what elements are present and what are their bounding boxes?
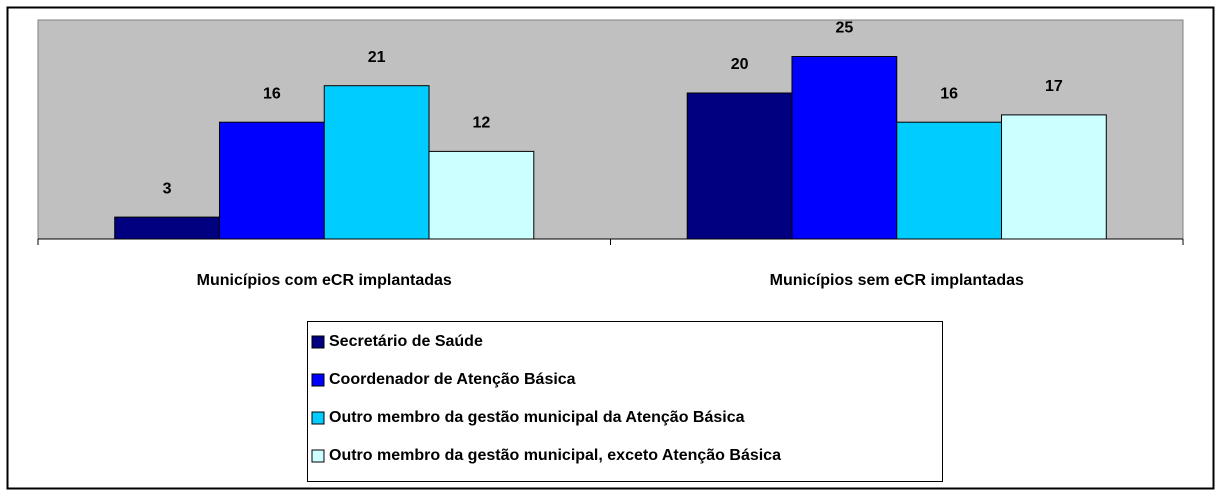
legend-label: Outro membro da gestão municipal da Aten… — [329, 409, 745, 426]
bar — [686, 92, 793, 240]
bar — [114, 216, 220, 240]
x-tick-label: Municípios com eCR implantadas — [197, 272, 452, 289]
legend-label: Outro membro da gestão municipal, exceto… — [329, 447, 781, 464]
legend-swatch — [311, 373, 325, 387]
data-label: 16 — [263, 85, 281, 102]
legend-swatch — [311, 449, 325, 463]
data-label: 20 — [731, 56, 749, 73]
data-label: 17 — [1045, 78, 1063, 95]
legend-label: Coordenador de Atenção Básica — [329, 371, 576, 388]
bar — [428, 150, 535, 240]
x-tick-label: Municípios sem eCR implantadas — [770, 272, 1024, 289]
bar — [218, 121, 325, 240]
data-label: 12 — [473, 115, 491, 132]
bar — [1001, 114, 1107, 240]
legend-box — [307, 321, 943, 482]
legend-label: Secretário de Saúde — [329, 333, 483, 350]
bar — [896, 121, 1003, 240]
data-label: 3 — [163, 180, 172, 197]
legend-swatch — [311, 335, 325, 349]
legend-swatch — [311, 411, 325, 425]
data-label: 25 — [835, 20, 853, 37]
data-label: 16 — [940, 85, 958, 102]
data-label: 21 — [368, 49, 386, 66]
bar — [323, 85, 430, 240]
bar — [791, 56, 898, 240]
